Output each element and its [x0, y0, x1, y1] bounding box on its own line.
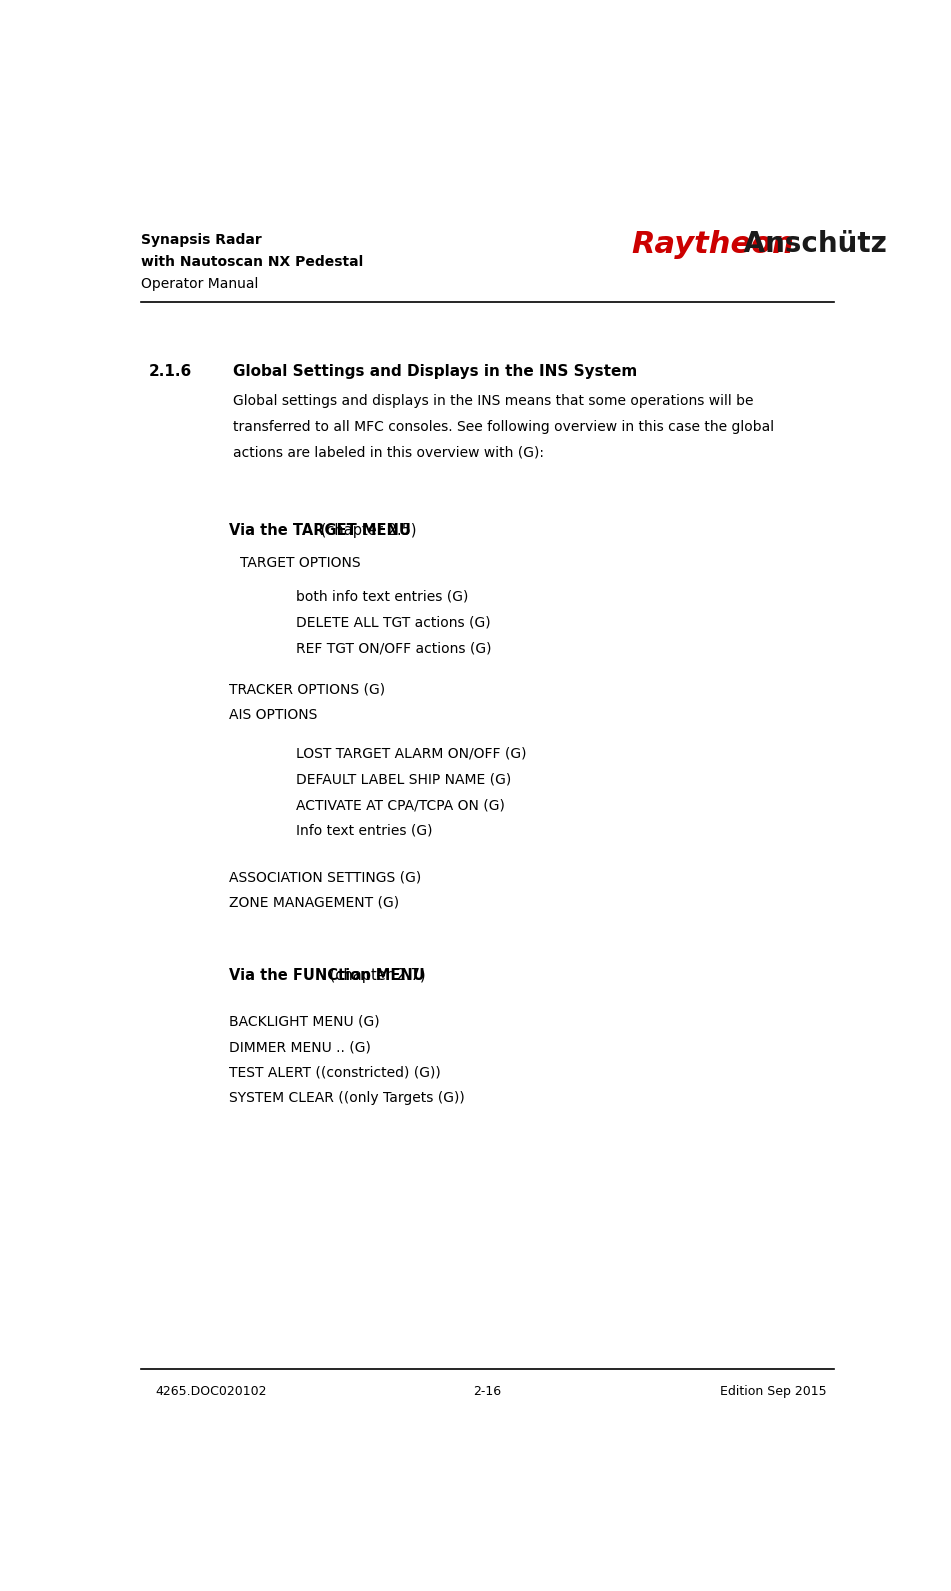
Text: Info text entries (G): Info text entries (G) [296, 824, 433, 838]
Text: LOST TARGET ALARM ON/OFF (G): LOST TARGET ALARM ON/OFF (G) [296, 746, 526, 760]
Text: ASSOCIATION SETTINGS (G): ASSOCIATION SETTINGS (G) [229, 870, 421, 885]
Text: transferred to all MFC consoles. See following overview in this case the global: transferred to all MFC consoles. See fol… [233, 420, 774, 434]
Text: (chapter 2.7): (chapter 2.7) [324, 967, 425, 983]
Text: Anschütz: Anschütz [734, 231, 887, 258]
Text: Global settings and displays in the INS means that some operations will be: Global settings and displays in the INS … [233, 395, 753, 409]
Text: Synapsis Radar: Synapsis Radar [141, 232, 262, 247]
Text: Via the TARGET MENU: Via the TARGET MENU [229, 523, 411, 538]
Text: Via the FUNCtion MENU: Via the FUNCtion MENU [229, 967, 425, 983]
Text: TEST ALERT ((constricted) (G)): TEST ALERT ((constricted) (G)) [229, 1066, 441, 1080]
Text: SYSTEM CLEAR ((only Targets (G)): SYSTEM CLEAR ((only Targets (G)) [229, 1091, 465, 1106]
Text: DIMMER MENU .. (G): DIMMER MENU .. (G) [229, 1041, 371, 1053]
Text: DEFAULT LABEL SHIP NAME (G): DEFAULT LABEL SHIP NAME (G) [296, 773, 511, 786]
Text: BACKLIGHT MENU (G): BACKLIGHT MENU (G) [229, 1015, 380, 1028]
Text: ZONE MANAGEMENT (G): ZONE MANAGEMENT (G) [229, 896, 399, 910]
Text: both info text entries (G): both info text entries (G) [296, 590, 468, 605]
Text: 4265.DOC020102: 4265.DOC020102 [156, 1386, 267, 1398]
Text: DELETE ALL TGT actions (G): DELETE ALL TGT actions (G) [296, 616, 491, 630]
Text: 2.1.6: 2.1.6 [148, 364, 191, 379]
Text: AIS OPTIONS: AIS OPTIONS [229, 708, 318, 722]
Text: Operator Manual: Operator Manual [141, 277, 259, 291]
Text: Global Settings and Displays in the INS System: Global Settings and Displays in the INS … [233, 364, 637, 379]
Text: ACTIVATE AT CPA/TCPA ON (G): ACTIVATE AT CPA/TCPA ON (G) [296, 799, 505, 811]
Text: Edition Sep 2015: Edition Sep 2015 [720, 1386, 826, 1398]
Text: REF TGT ON/OFF actions (G): REF TGT ON/OFF actions (G) [296, 641, 492, 655]
Text: Raytheon: Raytheon [631, 231, 794, 259]
Text: (chapter 2.5): (chapter 2.5) [316, 523, 416, 538]
Text: 2-16: 2-16 [474, 1386, 501, 1398]
Text: with Nautoscan NX Pedestal: with Nautoscan NX Pedestal [141, 255, 363, 269]
Text: TARGET OPTIONS: TARGET OPTIONS [241, 557, 361, 570]
Text: TRACKER OPTIONS (G): TRACKER OPTIONS (G) [229, 683, 385, 697]
Text: actions are labeled in this overview with (G):: actions are labeled in this overview wit… [233, 445, 544, 460]
